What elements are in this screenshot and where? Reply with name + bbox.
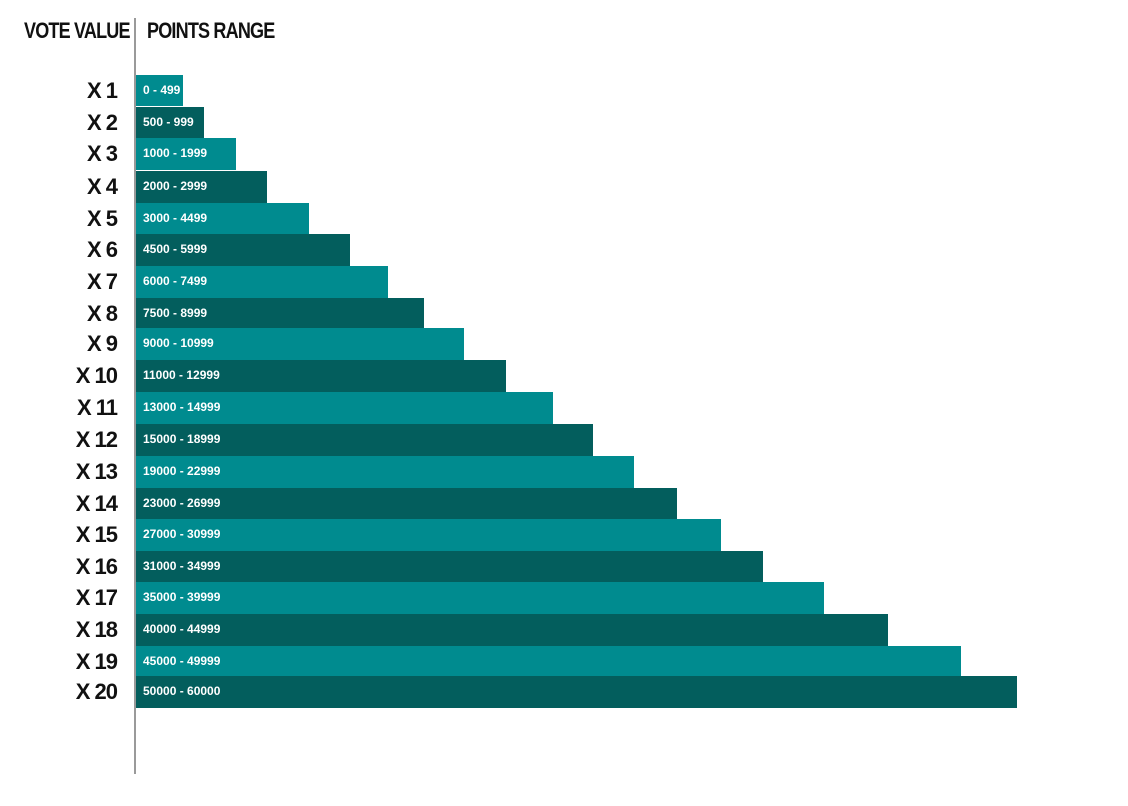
vote-value-label-16: X 16 bbox=[75, 554, 118, 579]
vote-value-header: VOTE VALUE bbox=[24, 18, 131, 43]
vote-value-label-1: X 1 bbox=[86, 77, 118, 103]
bar-range-label-8: 7500 - 8999 bbox=[143, 306, 208, 320]
bar-range-label-20: 50000 - 60000 bbox=[143, 684, 221, 698]
vote-value-label-17: X 17 bbox=[75, 585, 118, 610]
vote-value-label-8: X 8 bbox=[86, 301, 118, 326]
bar-range-label-1: 0 - 499 bbox=[143, 82, 181, 97]
bar-range-label-15: 27000 - 30999 bbox=[143, 527, 221, 541]
bar-range-label-19: 45000 - 49999 bbox=[143, 653, 221, 668]
vote-value-label-2: X 2 bbox=[86, 110, 118, 135]
bar-range-label-2: 500 - 999 bbox=[143, 115, 194, 129]
bar-range-label-13: 19000 - 22999 bbox=[143, 464, 221, 478]
bar-range-label-6: 4500 - 5999 bbox=[143, 242, 208, 256]
vote-value-label-14: X 14 bbox=[75, 491, 118, 516]
bar-19 bbox=[136, 646, 961, 677]
bar-10 bbox=[136, 360, 506, 392]
vote-value-label-4: X 4 bbox=[86, 174, 118, 199]
bar-range-label-7: 6000 - 7499 bbox=[143, 274, 208, 288]
bar-6 bbox=[136, 234, 350, 266]
bar-range-label-3: 1000 - 1999 bbox=[143, 146, 208, 160]
bar-11 bbox=[136, 392, 553, 424]
bar-range-label-14: 23000 - 26999 bbox=[143, 496, 221, 510]
bar-8 bbox=[136, 298, 424, 330]
bar-16 bbox=[136, 551, 763, 583]
vote-value-label-19: X 19 bbox=[75, 648, 118, 674]
bar-range-label-17: 35000 - 39999 bbox=[143, 590, 221, 604]
bar-18 bbox=[136, 614, 888, 646]
bar-range-label-11: 13000 - 14999 bbox=[143, 400, 221, 414]
vote-value-label-6: X 6 bbox=[86, 237, 118, 262]
bar-14 bbox=[136, 488, 677, 520]
bar-range-label-12: 15000 - 18999 bbox=[143, 432, 221, 446]
vote-value-label-13: X 13 bbox=[75, 459, 118, 484]
vote-value-label-5: X 5 bbox=[86, 206, 118, 231]
bar-20 bbox=[136, 676, 1017, 708]
bar-range-label-9: 9000 - 10999 bbox=[143, 336, 214, 350]
vote-value-label-10: X 10 bbox=[75, 363, 118, 388]
vote-value-label-20: X 20 bbox=[75, 679, 118, 704]
bar-17 bbox=[136, 582, 824, 614]
bar-range-label-16: 31000 - 34999 bbox=[143, 559, 221, 573]
bar-13 bbox=[136, 456, 634, 488]
bar-12 bbox=[136, 424, 593, 456]
vote-value-label-7: X 7 bbox=[86, 269, 118, 294]
bar-9 bbox=[136, 328, 464, 360]
vote-value-label-18: X 18 bbox=[75, 617, 118, 642]
vertical-axis-line bbox=[134, 18, 136, 774]
points-range-header: POINTS RANGE bbox=[147, 18, 275, 43]
bar-3 bbox=[136, 138, 236, 170]
bar-range-label-4: 2000 - 2999 bbox=[143, 179, 208, 193]
bar-1 bbox=[136, 75, 183, 106]
bar-5 bbox=[136, 203, 309, 235]
bar-2 bbox=[136, 107, 204, 139]
bar-7 bbox=[136, 266, 388, 298]
vote-value-label-3: X 3 bbox=[86, 141, 118, 166]
bar-15 bbox=[136, 519, 721, 551]
bar-4 bbox=[136, 171, 267, 203]
bar-range-label-5: 3000 - 4499 bbox=[143, 211, 208, 225]
vote-value-label-15: X 15 bbox=[75, 522, 118, 547]
bar-range-label-10: 11000 - 12999 bbox=[143, 368, 220, 382]
vote-value-label-12: X 12 bbox=[75, 427, 118, 452]
vote-value-label-9: X 9 bbox=[86, 331, 118, 356]
vote-value-label-11: X 11 bbox=[76, 395, 118, 420]
bar-range-label-18: 40000 - 44999 bbox=[143, 622, 221, 636]
